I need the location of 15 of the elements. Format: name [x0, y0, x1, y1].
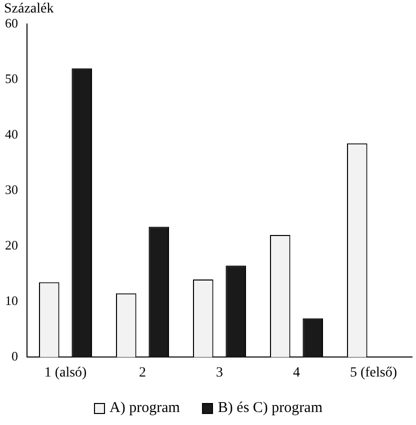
x-tick-label: 4 [293, 365, 300, 380]
y-axis-title: Százalék [4, 2, 54, 17]
y-tick-label: 40 [5, 126, 18, 142]
x-tick-label: 5 (felső) [350, 365, 398, 380]
y-tick-label: 10 [5, 293, 18, 308]
x-tick-label: 3 [216, 365, 223, 380]
y-tick-label: 50 [5, 70, 18, 86]
legend-label: B) és C) program [218, 400, 322, 417]
y-tick-label: 60 [5, 15, 18, 30]
x-tick-label: 2 [139, 365, 146, 380]
text: A) program [110, 400, 180, 417]
y-tick-label: 20 [5, 238, 18, 253]
y-tick-label: 0 [12, 348, 18, 364]
y-tick-label: 30 [5, 182, 18, 198]
x-tick-label: 1 (alsó) [44, 365, 88, 380]
